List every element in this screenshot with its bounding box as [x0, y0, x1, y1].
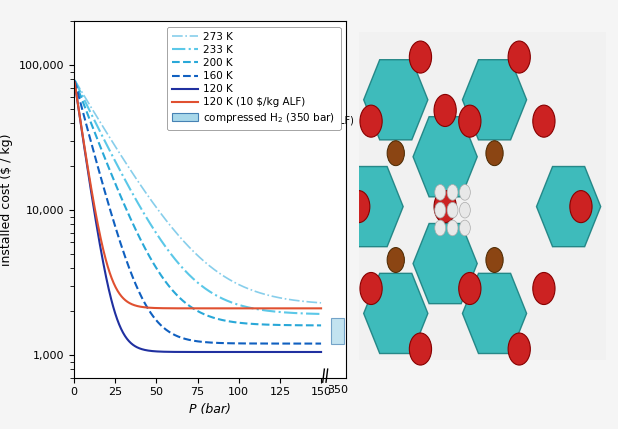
273 K [71, 77, 78, 82]
120 K (10 $/kg ALF) [218, 306, 225, 311]
160 K [190, 338, 197, 343]
Circle shape [447, 184, 458, 200]
Line: 200 K: 200 K [75, 81, 321, 325]
200 K [188, 305, 195, 310]
233 K [218, 296, 225, 301]
Circle shape [409, 333, 431, 365]
120 K (10 $/kg ALF) [318, 306, 325, 311]
Circle shape [486, 141, 503, 166]
200 K [205, 313, 212, 318]
273 K [205, 262, 212, 267]
160 K [311, 341, 319, 346]
273 K [190, 248, 197, 254]
273 K [318, 300, 325, 305]
120 K [71, 80, 78, 85]
Circle shape [459, 202, 470, 218]
Text: 350: 350 [327, 385, 348, 395]
Circle shape [459, 272, 481, 305]
Circle shape [508, 333, 530, 365]
Circle shape [508, 41, 530, 73]
120 K (10 $/kg ALF) [311, 306, 319, 311]
233 K [205, 288, 212, 293]
120 K [318, 349, 325, 354]
Circle shape [387, 248, 404, 272]
120 K [188, 349, 195, 354]
Circle shape [447, 202, 458, 218]
Circle shape [533, 105, 555, 137]
160 K [71, 79, 78, 84]
Circle shape [347, 190, 370, 223]
233 K [273, 309, 281, 314]
120 K [190, 349, 197, 354]
120 K [205, 349, 212, 354]
Circle shape [435, 184, 446, 200]
273 K [218, 272, 225, 277]
Circle shape [360, 105, 382, 137]
160 K [188, 338, 195, 343]
Legend: 273 K, 233 K, 200 K, 160 K, 120 K, 120 K (10 $/kg ALF), compressed H$_2$ (350 ba: 273 K, 233 K, 200 K, 160 K, 120 K, 120 K… [167, 27, 341, 130]
200 K [273, 322, 281, 327]
Line: 120 K (10 $/kg ALF): 120 K (10 $/kg ALF) [75, 82, 321, 308]
233 K [318, 311, 325, 317]
Circle shape [459, 220, 470, 236]
Circle shape [435, 220, 446, 236]
Circle shape [533, 272, 555, 305]
Line: 120 K: 120 K [75, 82, 321, 352]
120 K [273, 349, 281, 354]
233 K [190, 276, 197, 281]
120 K (10 $/kg ALF) [188, 306, 195, 311]
Circle shape [435, 202, 446, 218]
Line: 160 K: 160 K [75, 81, 321, 344]
Circle shape [434, 94, 456, 127]
Circle shape [387, 141, 404, 166]
Circle shape [360, 272, 382, 305]
Circle shape [570, 190, 592, 223]
273 K [273, 295, 281, 300]
160 K [273, 341, 281, 346]
Y-axis label: installed cost ($ / kg): installed cost ($ / kg) [1, 133, 14, 266]
X-axis label: P (bar): P (bar) [189, 403, 231, 416]
FancyBboxPatch shape [358, 32, 606, 360]
233 K [311, 311, 319, 317]
Line: 233 K: 233 K [75, 80, 321, 314]
Line: 273 K: 273 K [75, 80, 321, 303]
Circle shape [434, 190, 456, 223]
Circle shape [459, 184, 470, 200]
120 K (10 $/kg ALF) [273, 306, 281, 311]
273 K [188, 247, 195, 252]
Circle shape [486, 248, 503, 272]
FancyBboxPatch shape [331, 318, 344, 344]
200 K [318, 323, 325, 328]
Circle shape [459, 105, 481, 137]
120 K (10 $/kg ALF) [205, 306, 212, 311]
Circle shape [447, 220, 458, 236]
120 K [218, 349, 225, 354]
Text: $\}$ (2 $/kg ALF): $\}$ (2 $/kg ALF) [269, 116, 353, 126]
233 K [188, 275, 195, 280]
273 K [311, 300, 319, 305]
120 K (10 $/kg ALF) [190, 306, 197, 311]
233 K [71, 78, 78, 83]
Circle shape [409, 41, 431, 73]
160 K [218, 341, 225, 346]
160 K [205, 340, 212, 345]
200 K [218, 317, 225, 323]
200 K [190, 306, 197, 311]
160 K [318, 341, 325, 346]
120 K (10 $/kg ALF) [71, 80, 78, 85]
200 K [71, 78, 78, 83]
120 K [311, 349, 319, 354]
200 K [311, 323, 319, 328]
